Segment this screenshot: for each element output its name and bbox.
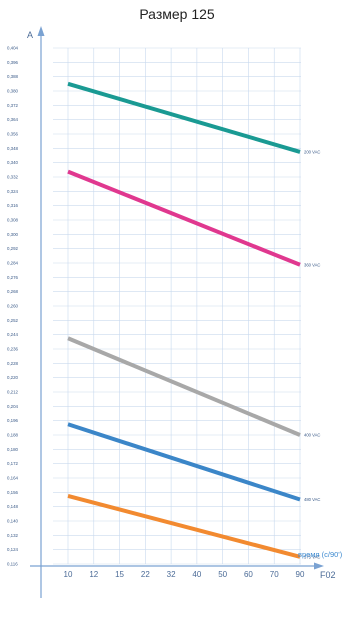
- x-tick-label: 60: [244, 570, 253, 579]
- series-label: 480 VAC: [304, 497, 320, 502]
- y-tick-label: 0,404: [7, 46, 19, 51]
- y-tick-label: 0,372: [7, 103, 19, 108]
- x-tick-label: 15: [115, 570, 124, 579]
- y-tick-label: 0,140: [7, 519, 19, 524]
- y-tick-label: 0,148: [7, 504, 19, 509]
- y-tick-label: 0,116: [7, 562, 18, 567]
- axes: [30, 26, 324, 598]
- series-lines: 200 VAC 360 VAC 400 VAC 480 VAC 575 VAC: [67, 81, 320, 559]
- y-tick-label: 0,276: [7, 275, 19, 280]
- y-tick-labels: 0,404 0,396 0,388 0,380 0,372 0,364 0,356 0,348…: [7, 46, 19, 567]
- x-axis-label: F02: [320, 570, 336, 580]
- x-tick-label: 90: [296, 570, 305, 579]
- y-axis-arrow: [37, 26, 45, 36]
- y-tick-label: 0,188: [7, 433, 19, 438]
- series-line: [67, 493, 301, 559]
- y-tick-label: 0,324: [7, 189, 19, 194]
- series-label: 200 VAC: [304, 149, 320, 154]
- x-axis-note: время (с/90'): [298, 550, 343, 559]
- y-tick-label: 0,332: [7, 175, 19, 180]
- y-tick-label: 0,356: [7, 132, 19, 137]
- y-tick-label: 0,308: [7, 218, 19, 223]
- y-tick-label: 0,388: [7, 74, 19, 79]
- y-tick-label: 0,292: [7, 246, 19, 251]
- x-tick-label: 40: [192, 570, 201, 579]
- y-tick-label: 0,300: [7, 232, 19, 237]
- y-tick-label: 0,260: [7, 304, 19, 309]
- x-tick-label: 12: [89, 570, 98, 579]
- y-tick-label: 0,164: [7, 476, 19, 481]
- y-tick-label: 0,236: [7, 347, 19, 352]
- series-label: 400 VAC: [304, 433, 320, 438]
- series-label: 575 VAC: [304, 554, 320, 559]
- y-tick-label: 0,220: [7, 375, 19, 380]
- x-tick-label: 70: [270, 570, 279, 579]
- y-tick-label: 0,252: [7, 318, 19, 323]
- x-tick-label: 32: [167, 570, 176, 579]
- y-tick-label: 0,124: [7, 547, 19, 552]
- x-tick-label: 50: [218, 570, 227, 579]
- y-tick-label: 0,268: [7, 289, 19, 294]
- y-tick-label: 0,396: [7, 60, 19, 65]
- y-tick-label: 0,132: [7, 533, 19, 538]
- x-tick-label: 10: [64, 570, 73, 579]
- y-tick-label: 0,340: [7, 160, 19, 165]
- x-tick-label: 22: [141, 570, 150, 579]
- x-axis-arrow: [314, 562, 324, 570]
- y-tick-label: 0,156: [7, 490, 19, 495]
- series-line: [67, 422, 301, 502]
- y-tick-label: 0,180: [7, 447, 19, 452]
- y-tick-label: 0,244: [7, 332, 19, 337]
- series-line: [67, 81, 301, 154]
- axis-labels: A F02 время (с/90'): [27, 30, 343, 580]
- y-tick-label: 0,284: [7, 261, 19, 266]
- y-tick-label: 0,212: [7, 390, 19, 395]
- y-tick-label: 0,380: [7, 89, 19, 94]
- y-tick-label: 0,348: [7, 146, 19, 151]
- x-tick-labels: 10 12 15 22 32 40 50 60 70 90: [64, 570, 305, 579]
- y-tick-label: 0,196: [7, 418, 19, 423]
- y-tick-label: 0,204: [7, 404, 19, 409]
- series-line: [67, 336, 301, 437]
- y-tick-label: 0,364: [7, 117, 19, 122]
- series-line: [67, 169, 301, 267]
- chart-title: Размер 125: [139, 6, 215, 22]
- y-tick-label: 0,316: [7, 203, 19, 208]
- y-tick-label: 0,172: [7, 461, 19, 466]
- series-label: 360 VAC: [304, 262, 320, 267]
- y-tick-label: 0,228: [7, 361, 19, 366]
- y-axis-label: A: [27, 30, 33, 40]
